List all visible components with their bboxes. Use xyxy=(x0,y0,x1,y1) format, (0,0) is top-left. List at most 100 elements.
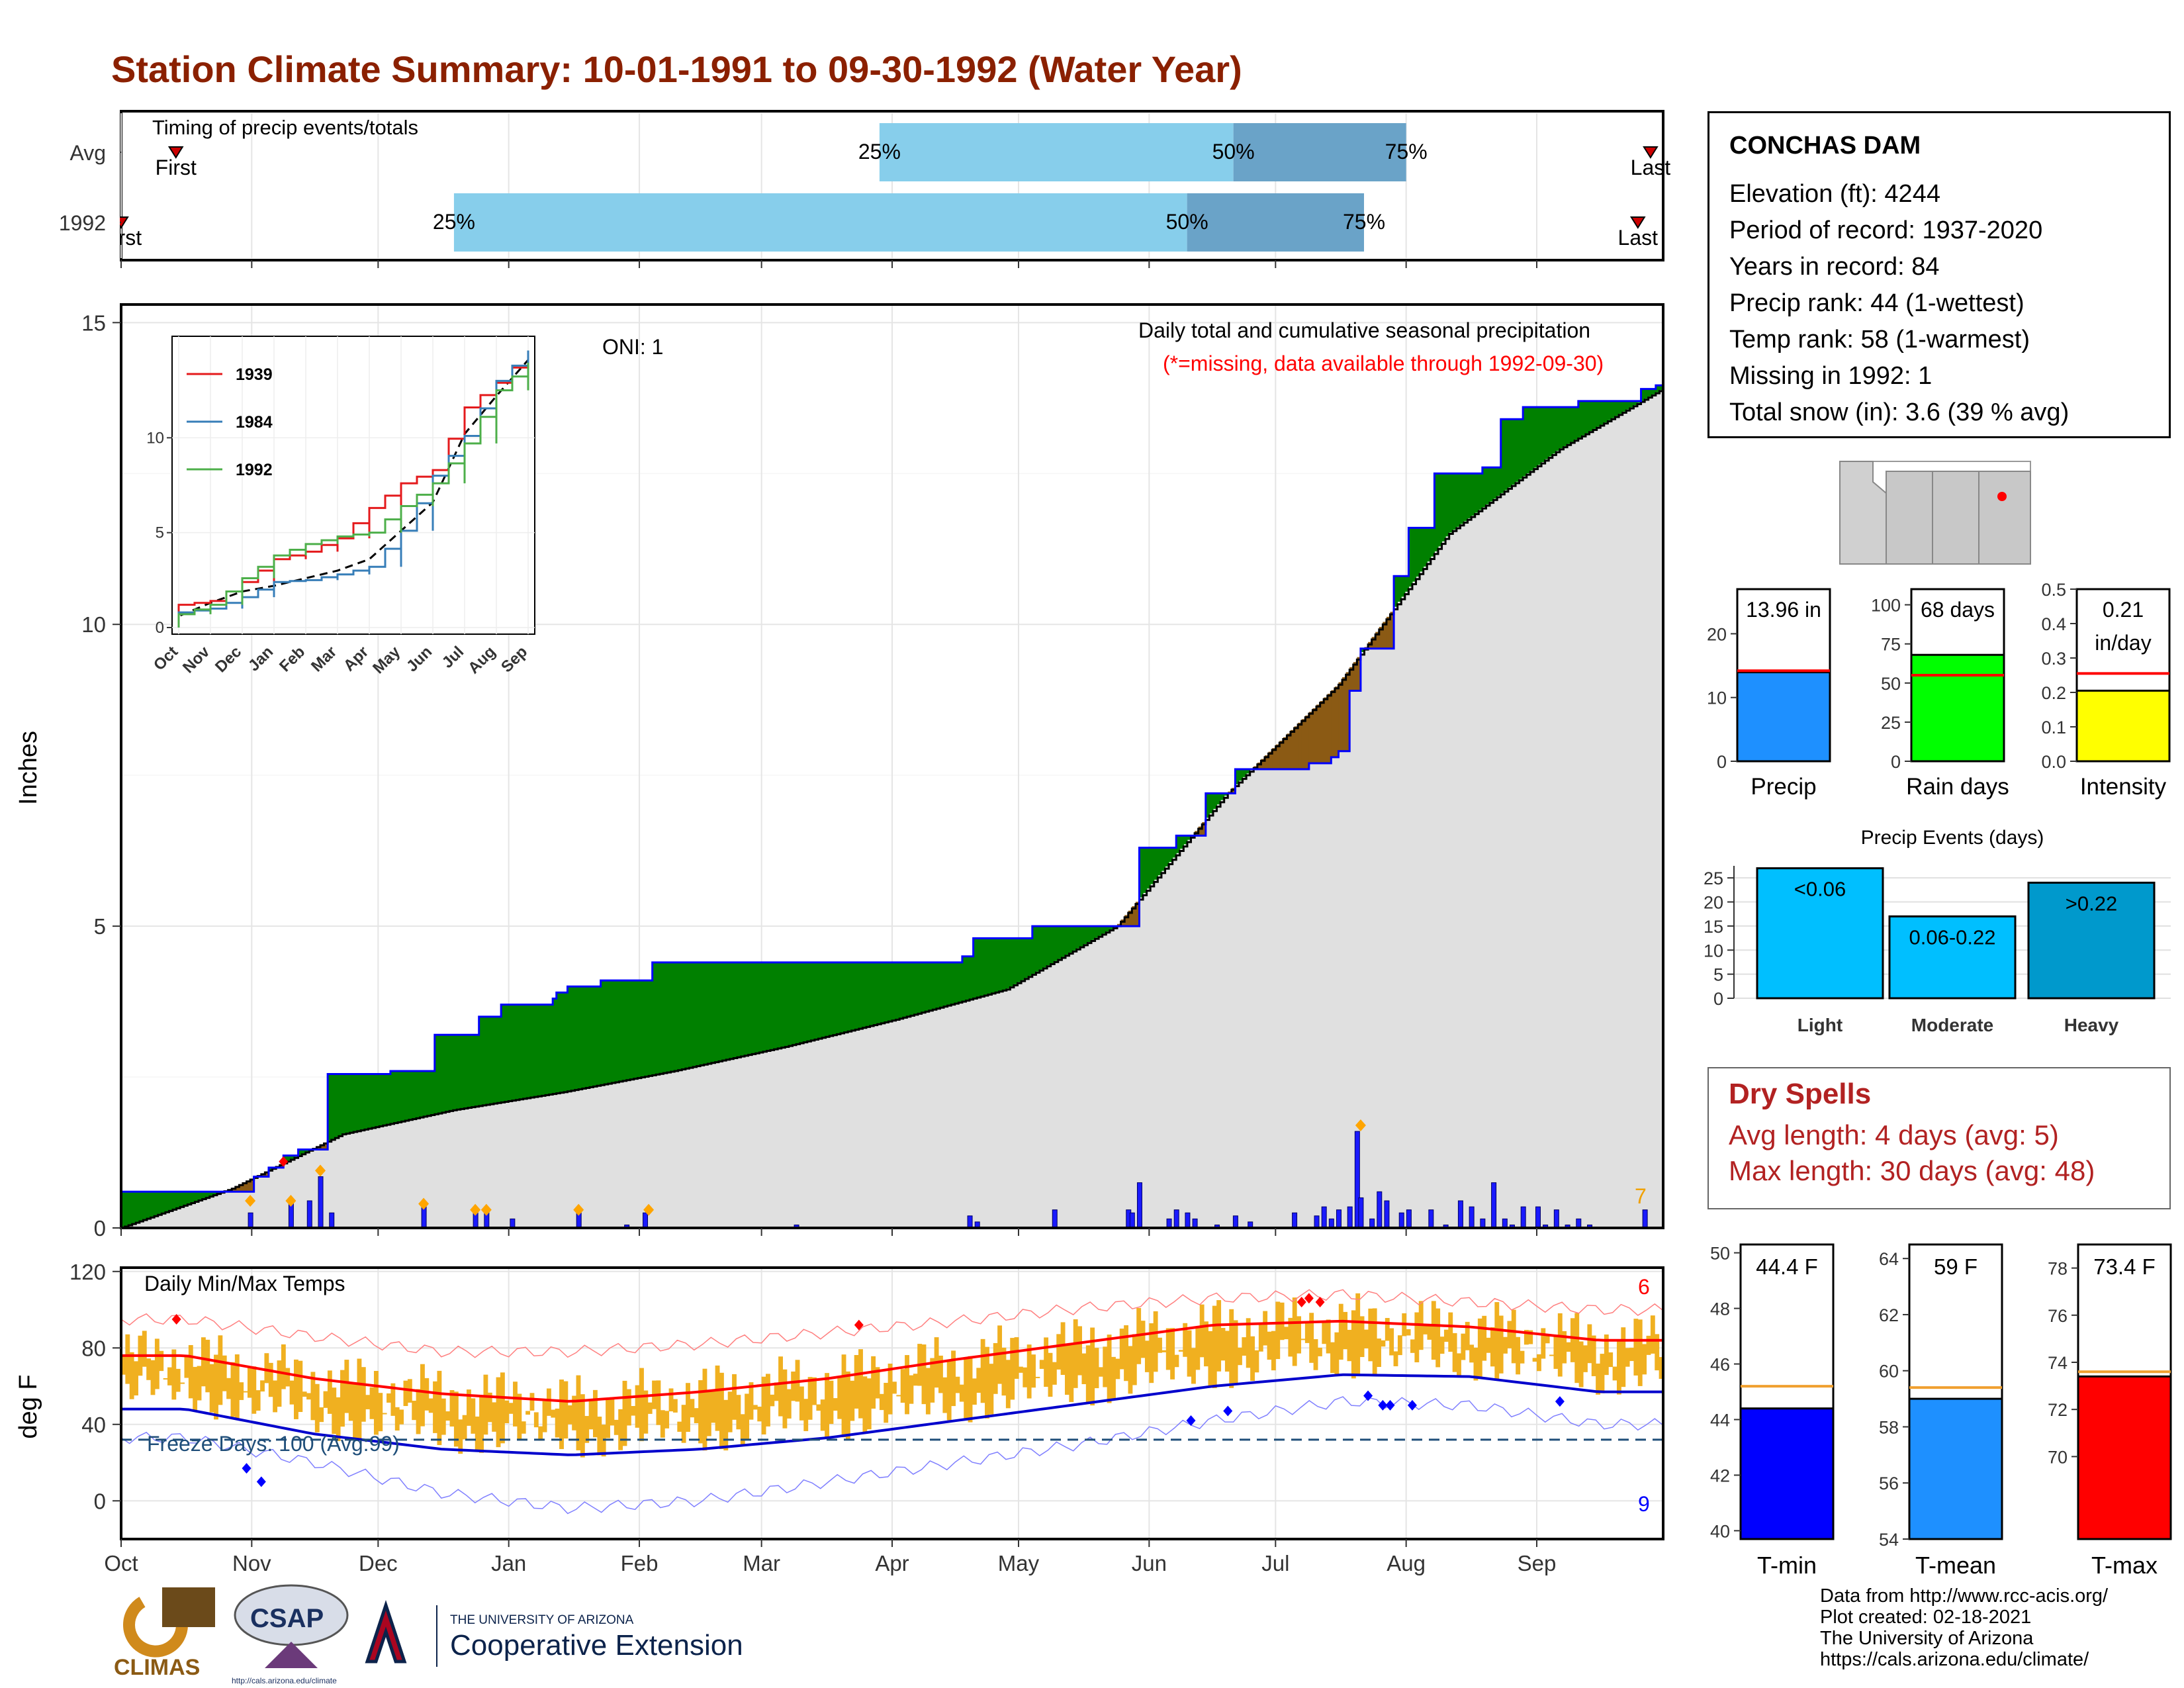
deficit-strip xyxy=(1338,682,1343,751)
ua-logo: THE UNIVERSITY OF ARIZONA Cooperative Ex… xyxy=(365,1600,743,1667)
station-name: CONCHAS DAM xyxy=(1729,132,1921,160)
timing-last-label: Last xyxy=(1631,156,1671,179)
daily-temp-bar xyxy=(1537,1354,1541,1372)
surplus-strip xyxy=(837,962,841,1034)
daily-precip-bar xyxy=(1520,1206,1526,1229)
surplus-strip xyxy=(147,1192,152,1219)
daily-temp-bar xyxy=(142,1331,147,1367)
daily-temp-bar xyxy=(1397,1335,1402,1356)
daily-temp-bar xyxy=(1570,1318,1575,1362)
surplus-strip xyxy=(1604,400,1608,423)
surplus-strip xyxy=(652,962,657,1075)
surplus-strip xyxy=(1596,400,1601,427)
legend-1984: 1984 xyxy=(236,413,273,432)
surplus-strip xyxy=(132,1192,136,1224)
daily-temp-bar xyxy=(517,1393,522,1441)
daily-temp-bar xyxy=(428,1398,433,1413)
daily-precip-bar xyxy=(1469,1206,1475,1229)
daily-temp-bar xyxy=(732,1374,737,1420)
daily-temp-bar xyxy=(866,1378,872,1430)
surplus-strip xyxy=(947,962,952,1006)
station-marker xyxy=(1997,492,2007,501)
surplus-strip xyxy=(387,1074,391,1125)
temp-y-tick-label: 80 xyxy=(81,1336,106,1360)
surplus-strip xyxy=(427,1070,432,1116)
daily-temp-bar xyxy=(1389,1328,1394,1356)
daily-temp-bar xyxy=(1267,1331,1272,1360)
daily-precip-bar xyxy=(967,1215,973,1229)
daily-temp-bar xyxy=(1233,1320,1238,1385)
daily-temp-bar xyxy=(1443,1329,1449,1342)
surplus-strip xyxy=(895,962,900,1019)
precip-events-tick-label: 20 xyxy=(1704,893,1723,913)
daily-temp-bar xyxy=(702,1368,707,1451)
daily-temp-bar xyxy=(184,1357,189,1378)
surplus-strip xyxy=(921,962,926,1013)
avg-cumulative-area xyxy=(121,389,1663,1229)
station-period: Period of record: 1937-2020 xyxy=(1729,216,2043,244)
temp-panel: 0 40 80 120 Daily Min/Max Temps Freeze Days… xyxy=(15,1260,1664,1575)
surplus-strip xyxy=(597,986,602,1086)
daily-temp-bar xyxy=(1616,1341,1621,1395)
daily-precip-bar xyxy=(1232,1215,1238,1229)
daily-temp-bar xyxy=(972,1378,977,1405)
daily-temp-bar xyxy=(664,1411,670,1429)
csap-text: CSAP xyxy=(250,1604,324,1633)
surplus-strip xyxy=(799,962,804,1043)
precip-y-tick-label: 5 xyxy=(94,914,106,939)
mini-bar-Intensity xyxy=(2075,689,2171,763)
deficit-strip xyxy=(1198,826,1203,836)
daily-precip-bar xyxy=(510,1218,516,1229)
surplus-strip xyxy=(918,962,923,1013)
surplus-strip xyxy=(475,1035,480,1107)
daily-temp-bar xyxy=(715,1365,720,1431)
surplus-strip xyxy=(1235,769,1240,784)
surplus-strip xyxy=(578,986,583,1090)
daily-temp-bar xyxy=(1650,1315,1655,1354)
surplus-strip xyxy=(1076,926,1081,949)
surplus-strip xyxy=(139,1192,144,1221)
daily-temp-bar xyxy=(1216,1300,1222,1372)
surplus-strip xyxy=(434,1035,439,1114)
surplus-strip xyxy=(516,1004,520,1100)
daily-temp-bar xyxy=(467,1389,471,1426)
daily-temp-bar xyxy=(214,1354,218,1420)
credits: Data from http://www.rcc-acis.org/ Plot … xyxy=(1820,1585,2108,1670)
surplus-strip xyxy=(1212,793,1218,809)
daily-temp-bar xyxy=(1326,1319,1331,1354)
surplus-strip xyxy=(534,1004,539,1097)
surplus-strip xyxy=(987,938,993,994)
surplus-strip xyxy=(335,1074,340,1137)
daily-temp-bar xyxy=(1385,1318,1390,1341)
surplus-strip xyxy=(623,980,627,1081)
surplus-strip xyxy=(508,1004,513,1102)
deficit-strip xyxy=(1390,612,1394,649)
timing-p25-label: 25% xyxy=(433,210,475,234)
precip-events-tick-label: 5 xyxy=(1713,965,1723,985)
station-info-box: CONCHAS DAM Elevation (ft): 4244 Period … xyxy=(1707,111,2171,438)
month-label: Oct xyxy=(104,1551,138,1575)
precip-events-tick-label: 15 xyxy=(1704,917,1723,937)
surplus-strip xyxy=(612,980,616,1083)
daily-temp-bar xyxy=(387,1393,391,1403)
daily-temp-bar xyxy=(357,1358,362,1440)
daily-precip-bar xyxy=(1384,1200,1390,1229)
daily-temp-bar xyxy=(723,1399,729,1451)
mini-bar-tick-label: 0.3 xyxy=(2041,649,2066,669)
precip-events-x-label: Light xyxy=(1797,1015,1843,1035)
daily-temp-bar xyxy=(588,1399,594,1430)
deficit-strip xyxy=(242,1182,248,1192)
daily-temp-bar xyxy=(1250,1336,1255,1381)
daily-precip-bar xyxy=(1480,1218,1486,1229)
surplus-strip xyxy=(401,1070,406,1121)
daily-temp-bar xyxy=(610,1397,615,1426)
mini-bar-tick-label: 0 xyxy=(1891,752,1901,772)
deficit-strip xyxy=(1275,744,1280,770)
daily-precip-bar xyxy=(1377,1191,1383,1229)
timing-p50-label: 50% xyxy=(1212,140,1255,164)
surplus-strip xyxy=(438,1035,443,1113)
month-axis: Oct Nov Dec Jan Feb Mar Apr May Jun Jul Aug Sep xyxy=(104,1539,1556,1575)
daily-temp-bar xyxy=(1557,1313,1563,1377)
surplus-strip xyxy=(1589,400,1594,432)
surplus-strip xyxy=(940,962,944,1008)
